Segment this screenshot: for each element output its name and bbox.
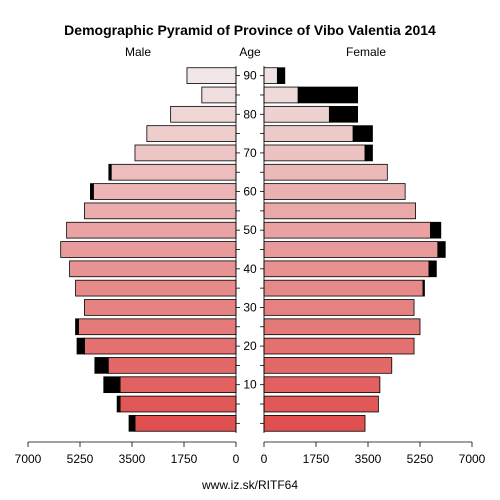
- male-x-tick-label: 1750: [171, 452, 198, 466]
- female-bar-85-89: [263, 86, 299, 104]
- footer-source: www.iz.sk/RITF64: [201, 478, 298, 492]
- male-x-tick-label: 5250: [67, 452, 94, 466]
- female-bar-25-29: [263, 318, 421, 336]
- female-bar-0-4: [263, 415, 366, 432]
- female-bar-90+: [263, 67, 278, 84]
- male-x-tick-label: 7000: [15, 452, 42, 466]
- male-bar-45-49: [60, 241, 237, 258]
- female-bar-65-69: [263, 163, 388, 181]
- female-label: Female: [346, 45, 386, 59]
- age-tick-label: 30: [243, 300, 257, 314]
- male-excess-bar-60-64: [90, 183, 94, 200]
- female-excess-bar-80-84: [328, 105, 359, 123]
- female-excess-bar-50-54: [429, 221, 442, 239]
- male-excess-bar-15-19: [94, 357, 109, 374]
- female-excess-bar-35-39: [422, 279, 425, 297]
- female-x-tick-label: 5250: [407, 452, 434, 466]
- male-bar-55-59: [84, 202, 237, 220]
- male-x-tick-label: 3500: [119, 452, 146, 466]
- male-excess-bar-65-69: [108, 163, 112, 181]
- male-excess-bar-25-29: [75, 318, 79, 336]
- female-bar-30-34: [263, 299, 415, 316]
- female-bar-20-24: [263, 337, 415, 355]
- male-bar-75-79: [146, 125, 237, 142]
- male-excess-bar-20-24: [76, 337, 85, 355]
- male-bar-65-69: [110, 163, 237, 181]
- male-excess-bar-10-14: [103, 376, 121, 394]
- female-bar-75-79: [263, 125, 354, 142]
- male-x-tick-label: 0: [233, 452, 240, 466]
- male-bar-0-4: [134, 415, 237, 432]
- female-bar-80-84: [263, 105, 330, 123]
- female-bar-70-74: [263, 144, 366, 162]
- male-label: Male: [125, 45, 151, 59]
- male-bar-5-9: [119, 395, 237, 413]
- male-bar-35-39: [75, 279, 237, 297]
- bars-layer: [60, 67, 446, 432]
- male-bar-20-24: [84, 337, 237, 355]
- age-tick-label: 70: [243, 146, 257, 160]
- male-excess-bar-0-4: [128, 415, 136, 432]
- female-bar-40-44: [263, 260, 430, 278]
- female-bar-15-19: [263, 357, 393, 374]
- age-tick-label: 60: [243, 185, 257, 199]
- age-tick-label: 80: [243, 107, 257, 121]
- age-tick-label: 50: [243, 223, 257, 237]
- chart-title: Demographic Pyramid of Province of Vibo …: [64, 22, 436, 38]
- female-excess-bar-75-79: [352, 125, 373, 142]
- male-bar-60-64: [92, 183, 237, 200]
- age-tick-label: 40: [243, 262, 257, 276]
- axes-layer: 10 20 30 40 50 60 70 80 90 7000 5250 3500 1750 0 0 1750…: [15, 66, 486, 466]
- female-bar-35-39: [263, 279, 424, 297]
- male-excess-bar-5-9: [116, 395, 121, 413]
- female-excess-bar-70-74: [364, 144, 373, 162]
- female-bar-60-64: [263, 183, 406, 200]
- male-bar-30-34: [84, 299, 237, 316]
- female-bar-55-59: [263, 202, 416, 220]
- female-x-tick-label: 1750: [303, 452, 330, 466]
- male-bar-90+: [186, 67, 237, 84]
- age-label: Age: [239, 45, 261, 59]
- male-bar-10-14: [119, 376, 237, 394]
- female-x-tick-label: 7000: [459, 452, 486, 466]
- female-excess-bar-40-44: [428, 260, 437, 278]
- male-bar-70-74: [134, 144, 237, 162]
- male-bar-15-19: [107, 357, 237, 374]
- age-tick-label: 10: [243, 378, 257, 392]
- age-tick-label: 90: [243, 69, 257, 83]
- female-bar-50-54: [263, 221, 431, 239]
- male-bar-80-84: [170, 105, 237, 123]
- female-x-tick-label: 0: [261, 452, 268, 466]
- male-bar-50-54: [66, 221, 237, 239]
- age-tick-label: 20: [243, 339, 257, 353]
- female-excess-bar-90+: [276, 67, 286, 84]
- female-excess-bar-85-89: [297, 86, 358, 104]
- female-x-tick-label: 3500: [355, 452, 382, 466]
- female-excess-bar-45-49: [437, 241, 446, 258]
- male-bar-85-89: [201, 86, 237, 104]
- female-bar-5-9: [263, 395, 379, 413]
- female-bar-45-49: [263, 241, 439, 258]
- male-bar-40-44: [69, 260, 237, 278]
- male-bar-25-29: [78, 318, 237, 336]
- female-bar-10-14: [263, 376, 381, 394]
